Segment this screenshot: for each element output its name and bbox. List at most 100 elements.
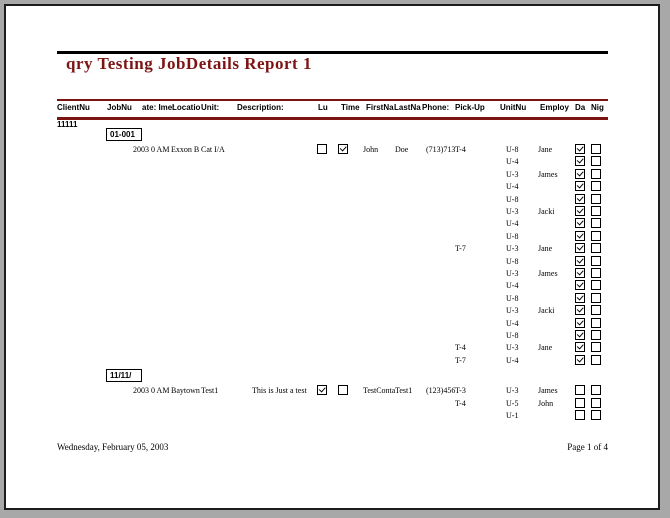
phone-cell: (123)456 — [426, 386, 456, 395]
column-header-time: Time — [341, 103, 360, 112]
unit-number-cell: U-3 — [506, 244, 519, 253]
location-cell: Exxon B — [171, 145, 200, 154]
employee-cell: Jacki — [538, 306, 555, 315]
phone-cell: (713)713 — [426, 145, 456, 154]
footer-date: Wednesday, February 05, 2003 — [57, 442, 169, 452]
unit-number-cell: U-4 — [506, 356, 519, 365]
night-checkbox — [591, 206, 601, 216]
column-header-phone: Phone: — [422, 103, 450, 112]
unit-number-cell: U-3 — [506, 269, 519, 278]
night-checkbox — [591, 243, 601, 253]
pickup-cell: T-3 — [455, 386, 466, 395]
column-header-datetime: ate: Ime: — [142, 103, 175, 112]
unit-number-cell: U-3 — [506, 306, 519, 315]
datetime-cell: 2003 0 AM — [133, 386, 170, 395]
night-checkbox — [591, 355, 601, 365]
first-name-cell: John — [363, 145, 379, 154]
day-checkbox — [575, 218, 585, 228]
report-page: qry Testing JobDetails Report 1 ClientNu… — [4, 4, 660, 510]
unit-number-cell: U-8 — [506, 331, 519, 340]
day-checkbox — [575, 280, 585, 290]
column-header-lu: Lu — [318, 103, 328, 112]
column-header-lastna: LastNa — [394, 103, 421, 112]
unit-number-cell: U-8 — [506, 145, 519, 154]
night-checkbox — [591, 318, 601, 328]
night-checkbox — [591, 385, 601, 395]
day-checkbox — [575, 330, 585, 340]
column-header-unitnu: UnitNu — [500, 103, 527, 112]
unit-number-cell: U-3 — [506, 343, 519, 352]
day-checkbox — [575, 169, 585, 179]
employee-cell: Jacki — [538, 207, 555, 216]
day-checkbox — [575, 410, 585, 420]
day-checkbox — [575, 293, 585, 303]
header-top-rule — [57, 99, 608, 101]
unit-number-cell: U-4 — [506, 281, 519, 290]
night-checkbox — [591, 194, 601, 204]
night-checkbox — [591, 256, 601, 266]
pickup-cell: T-4 — [455, 343, 466, 352]
column-header-nig: Nig — [591, 103, 604, 112]
column-header-da: Da — [575, 103, 586, 112]
pickup-cell: T-4 — [455, 145, 466, 154]
column-header-description: Description: — [237, 103, 284, 112]
unit-number-cell: U-3 — [506, 170, 519, 179]
unit-number-cell: U-3 — [506, 386, 519, 395]
night-checkbox — [591, 330, 601, 340]
report-title: qry Testing JobDetails Report 1 — [66, 54, 312, 73]
day-checkbox — [575, 256, 585, 266]
lu-checkbox — [317, 385, 327, 395]
unit-cell: Test1 — [201, 386, 219, 395]
unit-number-cell: U-1 — [506, 411, 519, 420]
night-checkbox — [591, 231, 601, 241]
employee-cell: Jane — [538, 244, 553, 253]
lu-checkbox — [317, 144, 327, 154]
column-header-pickup: Pick-Up — [455, 103, 485, 112]
night-checkbox — [591, 398, 601, 408]
night-checkbox — [591, 169, 601, 179]
unit-number-cell: U-8 — [506, 294, 519, 303]
employee-cell: Jane — [538, 343, 553, 352]
day-checkbox — [575, 398, 585, 408]
pickup-cell: T-7 — [455, 356, 466, 365]
night-checkbox — [591, 342, 601, 352]
day-checkbox — [575, 385, 585, 395]
unit-number-cell: U-4 — [506, 219, 519, 228]
employee-cell: John — [538, 399, 554, 408]
client-number-value: 11111 — [57, 120, 78, 129]
column-header-firstna: FirstNa — [366, 103, 394, 112]
employee-cell: James — [538, 170, 558, 179]
column-header-jobnu: JobNu — [107, 103, 132, 112]
day-checkbox — [575, 243, 585, 253]
night-checkbox — [591, 280, 601, 290]
unit-number-cell: U-4 — [506, 182, 519, 191]
night-checkbox — [591, 156, 601, 166]
pickup-cell: T-7 — [455, 244, 466, 253]
location-cell: Baytown — [171, 386, 200, 395]
day-checkbox — [575, 181, 585, 191]
employee-cell: Jane — [538, 145, 553, 154]
day-checkbox — [575, 206, 585, 216]
day-checkbox — [575, 355, 585, 365]
night-checkbox — [591, 268, 601, 278]
unit-cell: Cat I/A — [201, 145, 225, 154]
night-checkbox — [591, 305, 601, 315]
day-checkbox — [575, 194, 585, 204]
time-checkbox — [338, 385, 348, 395]
unit-number-cell: U-8 — [506, 195, 519, 204]
header-bottom-rule — [57, 117, 608, 120]
job-number-group-header: 11/11/ — [106, 369, 142, 382]
unit-number-cell: U-5 — [506, 399, 519, 408]
employee-cell: James — [538, 386, 558, 395]
day-checkbox — [575, 318, 585, 328]
night-checkbox — [591, 410, 601, 420]
column-header-row: ClientNu JobNu ate: Ime: Locatio Unit: Descri… — [6, 103, 662, 115]
column-header-clientnu: ClientNu — [57, 103, 90, 112]
night-checkbox — [591, 293, 601, 303]
footer-page-count: Page 1 of 4 — [567, 442, 608, 452]
datetime-cell: 2003 0 AM — [133, 145, 170, 154]
day-checkbox — [575, 156, 585, 166]
job-number-group-header: 01-001 — [106, 128, 142, 141]
pickup-cell: T-4 — [455, 399, 466, 408]
unit-number-cell: U-8 — [506, 232, 519, 241]
